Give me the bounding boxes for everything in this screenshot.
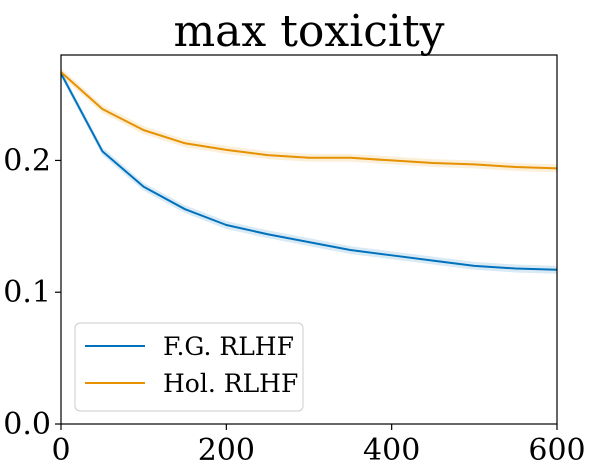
x-tick-label: 600 [528, 433, 585, 468]
x-tick-label: 200 [198, 433, 255, 468]
legend-label-hol-rlhf: Hol. RLHF [163, 369, 298, 398]
y-tick-label: 0.1 [3, 275, 51, 310]
y-axis-ticks: 0.0 0.1 0.2 [3, 143, 61, 442]
chart-title: max toxicity [173, 6, 444, 57]
legend: F.G. RLHF Hol. RLHF [74, 322, 304, 412]
plot-frame [60, 54, 558, 425]
x-axis-ticks: 0 200 400 600 [51, 424, 586, 468]
y-tick-label: 0.0 [3, 407, 51, 442]
x-tick-label: 0 [51, 433, 70, 468]
x-tick-label: 400 [363, 433, 420, 468]
y-tick-label: 0.2 [3, 143, 51, 178]
band-hol-rlhf [61, 68, 557, 173]
series-line-hol-rlhf [60, 71, 558, 170]
legend-label-fg-rlhf: F.G. RLHF [163, 332, 294, 361]
series-lines [60, 71, 558, 271]
series-line-f-g-rlhf [60, 72, 558, 271]
confidence-bands [61, 68, 557, 274]
